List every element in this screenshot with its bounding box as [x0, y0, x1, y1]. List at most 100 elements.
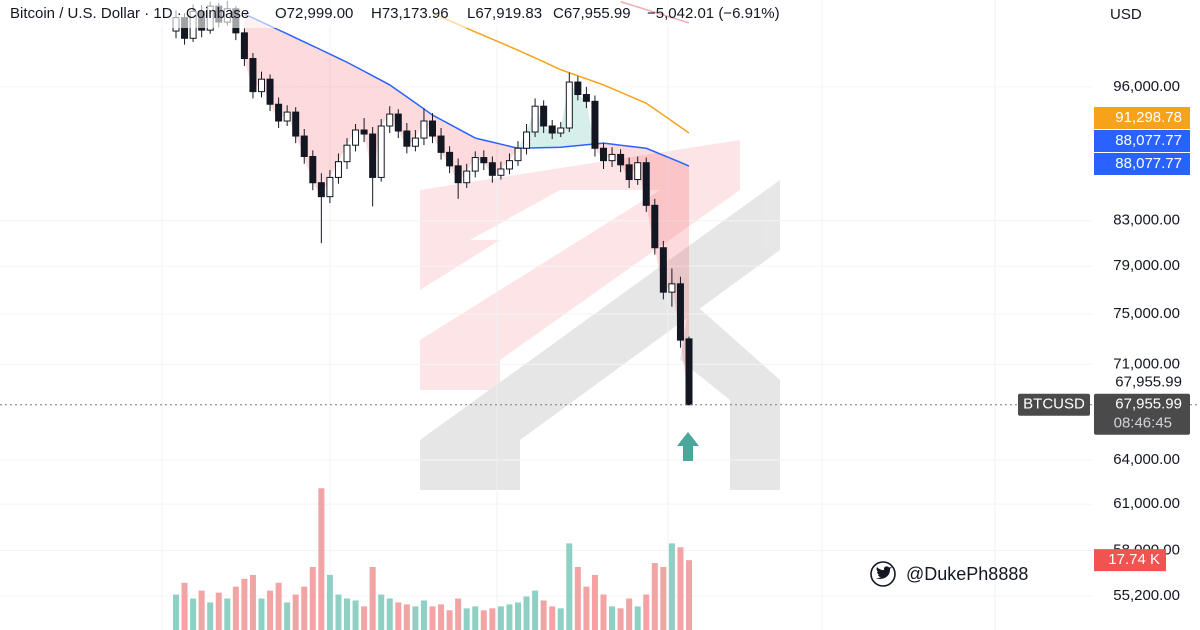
- logo-shape: [680, 300, 780, 490]
- volume-bar: [532, 590, 539, 630]
- candle-body: [488, 162, 496, 176]
- ma-tag: 88,077.77: [1115, 155, 1182, 172]
- volume-bar: [181, 582, 188, 630]
- candle-body: [617, 153, 625, 166]
- volume-bar: [600, 594, 607, 630]
- volume-bar: [677, 547, 684, 630]
- y-tick-label: 83,000.00: [1113, 212, 1180, 229]
- close-label: C67,955.99: [553, 5, 631, 22]
- y-tick-label: 61,000.00: [1113, 495, 1180, 512]
- candle-body: [659, 247, 667, 293]
- volume-bar: [609, 606, 616, 630]
- cloud-fill: [577, 94, 587, 146]
- volume-bar: [335, 594, 342, 630]
- volume-bar: [438, 604, 445, 630]
- author-handle: @DukePh8888: [906, 564, 1028, 584]
- twitter-bird: [876, 566, 892, 579]
- candle-body: [540, 105, 548, 127]
- volume-bar: [506, 604, 513, 630]
- ma-tag: 91,298.78: [1115, 109, 1182, 126]
- volume-bar: [275, 582, 282, 630]
- price-tag-bg: [1094, 393, 1190, 435]
- volume-bar: [378, 594, 385, 630]
- volume-bar: [198, 590, 205, 630]
- twitter-icon: [870, 561, 896, 587]
- volume-bar: [420, 600, 427, 630]
- candle-body: [377, 125, 385, 178]
- candle-body: [471, 157, 479, 172]
- cloud-fill: [347, 62, 356, 146]
- candle-body: [548, 125, 556, 134]
- low-label: L67,919.83: [467, 5, 542, 22]
- candle-body: [249, 58, 257, 93]
- overlay: 67,955.99 BTCUSD 67,955.99 08:46:45 91,298.7…: [0, 107, 1200, 572]
- volume-bar: [403, 604, 410, 630]
- cloud-fill: [475, 138, 484, 163]
- volume-bar: [386, 598, 393, 630]
- volume-bar: [309, 567, 316, 630]
- candle-body: [334, 161, 342, 178]
- volume-bar: [369, 567, 376, 630]
- candle-body: [582, 94, 590, 102]
- last-price-plain: 67,955.99: [1115, 374, 1182, 391]
- volume-bar: [352, 600, 359, 630]
- volume-bar: [249, 574, 256, 630]
- symbol-title: Bitcoin / U.S. Dollar · 1D · Coinbase: [10, 5, 249, 22]
- candle-body: [634, 162, 642, 181]
- candle-body: [429, 120, 436, 137]
- volume-bar: [241, 578, 248, 630]
- volume-bar: [651, 563, 658, 630]
- candle-body: [480, 157, 488, 164]
- y-tick-label: 55,200.00: [1113, 587, 1180, 604]
- volume-bar: [566, 543, 573, 630]
- volume-bar: [395, 602, 402, 630]
- candle-body: [437, 135, 445, 153]
- candle-body: [343, 144, 351, 163]
- candle-body: [531, 105, 539, 133]
- cloud-fill: [287, 33, 296, 137]
- volume-bar: [515, 602, 521, 630]
- volume-bar: [301, 586, 308, 630]
- volume-bar: [591, 574, 598, 630]
- candle-body: [685, 338, 693, 406]
- volume-bar: [284, 602, 291, 630]
- volume-bar: [446, 610, 453, 630]
- volume-bar: [523, 596, 530, 630]
- cloud-fill: [500, 144, 510, 169]
- cloud-fill: [466, 133, 476, 172]
- ma-line: [244, 13, 690, 167]
- volume-bar: [574, 567, 581, 630]
- candle-body: [360, 129, 368, 135]
- volume-bar: [557, 608, 564, 630]
- candle-body: [676, 283, 684, 341]
- candle-body: [283, 111, 291, 122]
- candle-body: [403, 130, 411, 147]
- volume-bar: [412, 606, 419, 630]
- volume-tag: 17.74 K: [1108, 551, 1160, 568]
- y-tick-label: 64,000.00: [1113, 451, 1180, 468]
- candle-body: [386, 113, 394, 127]
- logo-shape: [420, 140, 740, 390]
- volume-bar: [344, 598, 350, 630]
- volume-bar: [480, 610, 487, 630]
- open-label: O72,999.00: [275, 5, 353, 22]
- candle-body: [394, 113, 402, 132]
- candle-body: [275, 103, 283, 122]
- ma-line: [432, 12, 690, 134]
- y-tick-label: 75,000.00: [1113, 305, 1180, 322]
- volume-bar: [190, 598, 197, 630]
- candle-body: [454, 165, 462, 184]
- candle-body: [625, 164, 633, 181]
- cloud-fill: [355, 66, 365, 135]
- volume-bar: [686, 560, 692, 630]
- logo-shape: [420, 180, 780, 490]
- currency: USD: [1110, 6, 1142, 23]
- candle-body: [642, 162, 650, 206]
- volume-bar: [215, 592, 222, 630]
- candle-body: [523, 131, 531, 149]
- candle-body: [591, 100, 599, 149]
- volume-bar: [173, 594, 179, 630]
- volume-bar: [361, 606, 368, 630]
- volume-bar: [292, 594, 299, 630]
